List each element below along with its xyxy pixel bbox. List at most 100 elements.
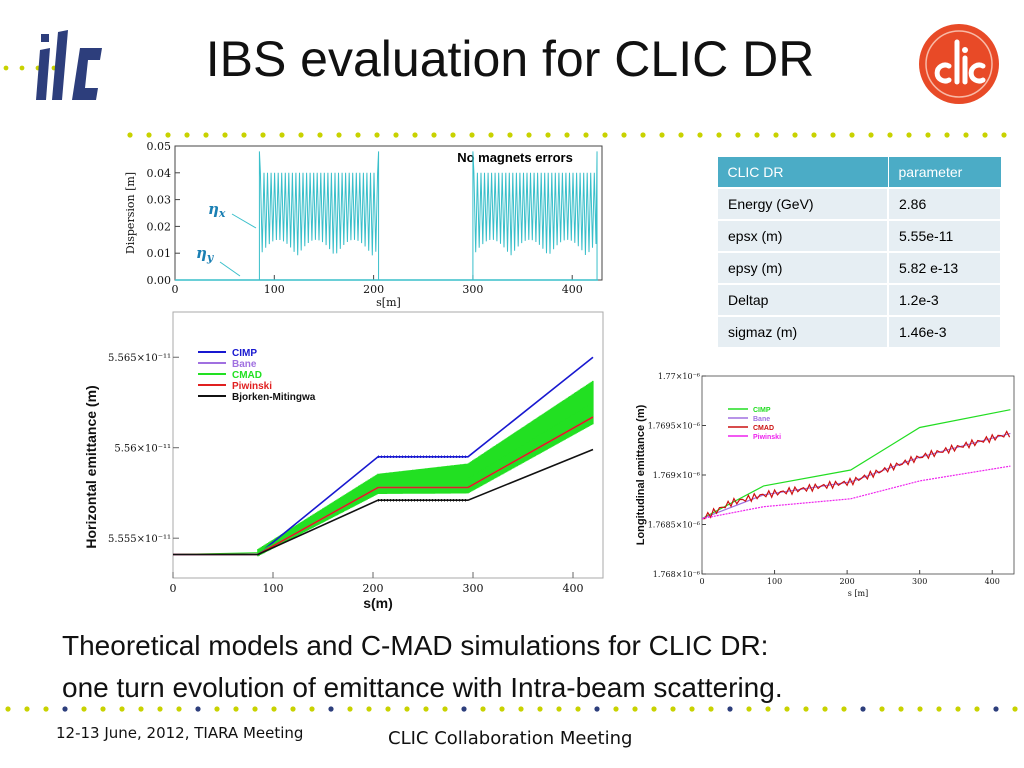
dot bbox=[716, 132, 722, 138]
dot bbox=[355, 132, 361, 138]
plot-frame bbox=[701, 375, 1015, 575]
x-tick-label: 400 bbox=[562, 283, 583, 296]
dot bbox=[146, 132, 152, 138]
dot bbox=[594, 706, 600, 712]
dot bbox=[347, 706, 353, 712]
dot bbox=[469, 132, 475, 138]
x-tick-label: 200 bbox=[363, 283, 384, 296]
table-cell: 5.55e-11 bbox=[887, 219, 1002, 253]
dot bbox=[195, 706, 201, 712]
dot bbox=[157, 706, 163, 712]
x-axis-label: s [m] bbox=[848, 589, 868, 598]
dot bbox=[366, 706, 372, 712]
dot bbox=[526, 132, 532, 138]
dot bbox=[450, 132, 456, 138]
dot bbox=[944, 132, 950, 138]
dot bbox=[404, 706, 410, 712]
dot bbox=[632, 706, 638, 712]
dot bbox=[241, 132, 247, 138]
dot bbox=[233, 706, 239, 712]
dot bbox=[1012, 706, 1018, 712]
dot bbox=[925, 132, 931, 138]
series-line-cimp bbox=[701, 409, 1011, 520]
dot bbox=[849, 132, 855, 138]
series-line-piwinski bbox=[701, 465, 1011, 520]
x-tick-label: 200 bbox=[839, 577, 854, 586]
dot bbox=[412, 132, 418, 138]
dot bbox=[279, 132, 285, 138]
dot bbox=[811, 132, 817, 138]
dot bbox=[176, 706, 182, 712]
table-cell: epsy (m) bbox=[716, 251, 889, 285]
dot bbox=[689, 706, 695, 712]
dot bbox=[423, 706, 429, 712]
dot bbox=[773, 132, 779, 138]
y-axis-label: Longitudinal emittance (m) bbox=[635, 404, 647, 545]
dot bbox=[24, 706, 30, 712]
dot bbox=[735, 132, 741, 138]
dot bbox=[442, 706, 448, 712]
dot bbox=[271, 706, 277, 712]
dots-band-bottom bbox=[5, 706, 1018, 712]
dot bbox=[583, 132, 589, 138]
dot bbox=[100, 706, 106, 712]
dot bbox=[898, 706, 904, 712]
series-line-eta-x bbox=[258, 151, 598, 280]
dot bbox=[792, 132, 798, 138]
dot bbox=[803, 706, 809, 712]
dot bbox=[336, 132, 342, 138]
y-tick-label: 0.02 bbox=[147, 220, 172, 233]
x-tick-label: 400 bbox=[563, 582, 584, 595]
dot bbox=[488, 132, 494, 138]
dot bbox=[165, 132, 171, 138]
dot bbox=[5, 706, 11, 712]
dot bbox=[19, 65, 25, 71]
legend-label: Bane bbox=[753, 416, 770, 423]
x-tick-label: 0 bbox=[172, 283, 179, 296]
table-header-cell: CLIC DR bbox=[716, 156, 889, 189]
table-row: Energy (GeV) 2.86 bbox=[716, 187, 1002, 221]
legend-label: Bjorken-Mitingwa bbox=[232, 392, 316, 403]
dot bbox=[309, 706, 315, 712]
leader-line bbox=[231, 213, 257, 229]
x-tick-label: 100 bbox=[263, 582, 284, 595]
dot bbox=[518, 706, 524, 712]
dot bbox=[138, 706, 144, 712]
table-header-cell: parameter bbox=[887, 156, 1002, 189]
footer-meeting-date: 12-13 June, 2012, TIARA Meeting bbox=[56, 724, 304, 742]
dot bbox=[222, 132, 228, 138]
footer-collaboration: CLIC Collaboration Meeting bbox=[388, 728, 633, 749]
dot bbox=[602, 132, 608, 138]
dot bbox=[613, 706, 619, 712]
y-tick-label: 0.04 bbox=[147, 167, 172, 180]
table-row: epsy (m) 5.82 e-13 bbox=[716, 251, 1002, 285]
dot bbox=[640, 132, 646, 138]
table-cell: 5.82 e-13 bbox=[887, 251, 1002, 285]
dot bbox=[678, 132, 684, 138]
table-cell: Deltap bbox=[716, 283, 889, 317]
dot bbox=[822, 706, 828, 712]
dot bbox=[887, 132, 893, 138]
legend-label: CMAD bbox=[232, 370, 262, 381]
table-cell: 2.86 bbox=[887, 187, 1002, 221]
clic-logo bbox=[919, 24, 999, 104]
dot bbox=[564, 132, 570, 138]
legend-label: CIMP bbox=[232, 348, 257, 359]
dot bbox=[575, 706, 581, 712]
x-tick-label: 300 bbox=[462, 283, 483, 296]
table-cell: epsx (m) bbox=[716, 219, 889, 253]
x-axis-label: s[m] bbox=[376, 296, 401, 309]
legend-label: Piwinski bbox=[753, 434, 781, 441]
legend-label: Piwinski bbox=[232, 381, 272, 392]
table-row: epsx (m) 5.55e-11 bbox=[716, 219, 1002, 253]
y-tick-label: 5.565×10⁻¹¹ bbox=[108, 353, 171, 364]
x-axis-label: s(m) bbox=[363, 595, 393, 611]
plot-frame bbox=[174, 145, 603, 281]
dot bbox=[936, 706, 942, 712]
dot bbox=[982, 132, 988, 138]
dot bbox=[860, 706, 866, 712]
dot bbox=[955, 706, 961, 712]
dot bbox=[461, 706, 467, 712]
dot bbox=[252, 706, 258, 712]
caption-line-1: Theoretical models and C-MAD simulations… bbox=[62, 630, 769, 661]
